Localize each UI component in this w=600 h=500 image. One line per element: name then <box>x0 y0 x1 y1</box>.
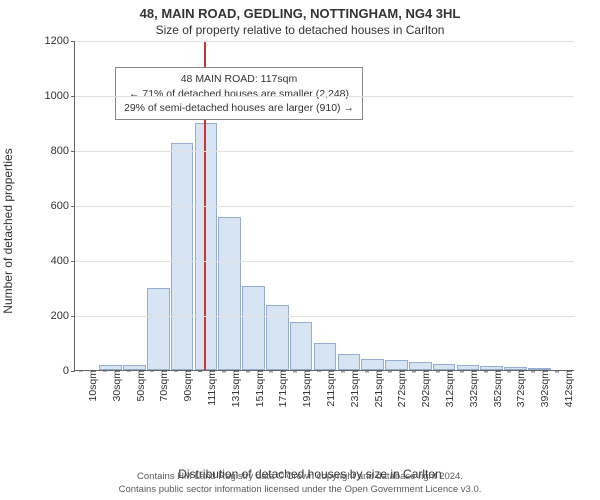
x-tick-label: 211sqm <box>321 370 337 407</box>
y-tick-label: 0 <box>63 365 75 377</box>
x-tick-label: 332sqm <box>464 370 480 407</box>
x-tick-label: 191sqm <box>297 370 313 407</box>
gridline <box>75 96 574 97</box>
gridline <box>75 316 574 317</box>
x-tick-label: 30sqm <box>107 370 123 402</box>
x-tick-label: 111sqm <box>202 370 218 406</box>
histogram-bar <box>195 123 218 371</box>
y-tick-label: 600 <box>51 200 75 212</box>
x-tick-label: 131sqm <box>226 370 242 407</box>
x-tick-label: 70sqm <box>154 370 170 402</box>
histogram-bar <box>338 354 361 371</box>
y-tick-label: 1000 <box>45 90 75 102</box>
histogram-bar <box>409 362 432 370</box>
x-tick-label: 392sqm <box>535 370 551 407</box>
y-tick-label: 200 <box>51 310 75 322</box>
annotation-line-3: 29% of semi-detached houses are larger (… <box>124 101 354 115</box>
footer-line-2: Contains public sector information licen… <box>0 484 600 496</box>
histogram-bar <box>361 359 384 370</box>
histogram-bar <box>290 322 313 370</box>
x-tick-label: 151sqm <box>250 370 266 407</box>
chart-area: Number of detached properties 48 MAIN RO… <box>30 41 590 421</box>
x-tick-label: 292sqm <box>416 370 432 407</box>
x-tick-label: 171sqm <box>273 370 289 407</box>
x-tick-label: 10sqm <box>83 370 99 402</box>
histogram-bar <box>314 343 337 371</box>
footer-line-1: Contains HM Land Registry data © Crown c… <box>0 471 600 483</box>
x-tick-label: 312sqm <box>440 370 456 407</box>
histogram-bar <box>218 217 241 370</box>
gridline <box>75 151 574 152</box>
annotation-line-1: 48 MAIN ROAD: 117sqm <box>124 72 354 86</box>
x-tick-label: 412sqm <box>559 370 575 407</box>
y-tick-label: 400 <box>51 255 75 267</box>
x-tick-label: 372sqm <box>511 370 527 407</box>
y-axis-label: Number of detached properties <box>1 148 15 313</box>
gridline <box>75 261 574 262</box>
gridline <box>75 206 574 207</box>
x-tick-label: 231sqm <box>345 370 361 407</box>
annotation-line-2: ← 71% of detached houses are smaller (2,… <box>124 87 354 101</box>
histogram-bar <box>385 360 408 370</box>
plot-area: 48 MAIN ROAD: 117sqm ← 71% of detached h… <box>74 41 574 371</box>
y-tick-label: 1200 <box>45 35 75 47</box>
x-tick-label: 50sqm <box>131 370 147 402</box>
x-tick-label: 352sqm <box>488 370 504 407</box>
x-tick-label: 90sqm <box>178 370 194 402</box>
chart-title-main: 48, MAIN ROAD, GEDLING, NOTTINGHAM, NG4 … <box>0 0 600 21</box>
chart-title-sub: Size of property relative to detached ho… <box>0 21 600 41</box>
x-tick-label: 272sqm <box>392 370 408 407</box>
histogram-bar <box>147 288 170 371</box>
gridline <box>75 41 574 42</box>
annotation-box: 48 MAIN ROAD: 117sqm ← 71% of detached h… <box>115 67 363 120</box>
histogram-bar <box>171 143 194 370</box>
y-tick-label: 800 <box>51 145 75 157</box>
histogram-bar <box>242 286 265 370</box>
x-tick-label: 251sqm <box>369 370 385 407</box>
footer-attribution: Contains HM Land Registry data © Crown c… <box>0 471 600 496</box>
